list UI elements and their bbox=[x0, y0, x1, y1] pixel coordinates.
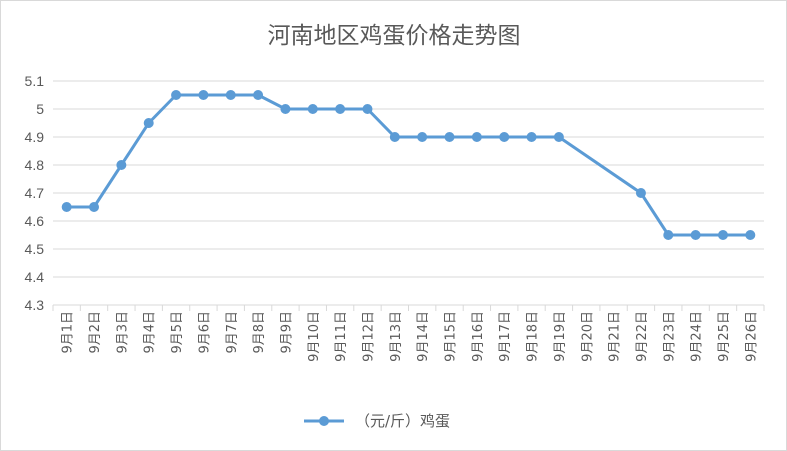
x-tick-label: 9月17日 bbox=[498, 311, 513, 362]
x-tick-label: 9月24日 bbox=[690, 311, 705, 362]
x-tick-label: 9月12日 bbox=[361, 311, 376, 362]
chart-title: 河南地区鸡蛋价格走势图 bbox=[268, 23, 521, 49]
x-tick-label: 9月9日 bbox=[279, 311, 294, 354]
data-point bbox=[417, 132, 428, 142]
data-point bbox=[526, 132, 537, 142]
x-tick-label: 9月20日 bbox=[580, 311, 595, 362]
data-point bbox=[635, 188, 646, 198]
x-tick-label: 9月6日 bbox=[197, 311, 212, 354]
data-point bbox=[225, 90, 236, 100]
data-point bbox=[444, 132, 455, 142]
data-point bbox=[198, 90, 209, 100]
y-tick-label: 4.5 bbox=[25, 241, 45, 257]
x-tick-label: 9月13日 bbox=[389, 311, 404, 362]
series-layer bbox=[61, 90, 756, 240]
data-point bbox=[499, 132, 510, 142]
x-tick-label: 9月23日 bbox=[662, 311, 677, 362]
data-point bbox=[89, 202, 100, 212]
gridlines bbox=[53, 80, 764, 306]
y-tick-label: 4.9 bbox=[25, 129, 45, 145]
x-tick-label: 9月5日 bbox=[170, 311, 185, 354]
data-point bbox=[61, 202, 72, 212]
x-tick-label: 9月21日 bbox=[608, 311, 623, 362]
x-tick-label: 9月25日 bbox=[717, 311, 732, 362]
data-point bbox=[280, 104, 291, 114]
x-tick-label: 9月19日 bbox=[553, 311, 568, 362]
x-tick-label: 9月8日 bbox=[252, 311, 267, 354]
x-tick-label: 9月16日 bbox=[471, 311, 486, 362]
data-point bbox=[253, 90, 264, 100]
y-tick-label: 4.4 bbox=[25, 269, 45, 285]
x-tick-label: 9月7日 bbox=[225, 311, 240, 354]
data-point bbox=[362, 104, 373, 114]
y-tick-label: 4.6 bbox=[25, 213, 45, 229]
data-point bbox=[335, 104, 346, 114]
legend-point-marker bbox=[319, 416, 329, 426]
y-tick-label: 4.3 bbox=[25, 297, 45, 313]
x-axis: 9月1日 9月2日 9月3日 9月4日 9月5日 9月6日 9月7日 9月8日 9月9日 9月10… bbox=[52, 305, 765, 362]
x-tick-label: 9月15日 bbox=[444, 311, 459, 362]
y-tick-label: 5 bbox=[36, 101, 44, 117]
series-line bbox=[66, 93, 751, 237]
x-tick-label: 9月22日 bbox=[635, 311, 650, 362]
data-point bbox=[471, 132, 482, 142]
x-tick-label: 9月2日 bbox=[88, 311, 103, 354]
data-point bbox=[690, 230, 701, 240]
x-tick-label: 9月3日 bbox=[115, 311, 130, 354]
y-tick-label: 5.1 bbox=[25, 73, 45, 89]
x-tick-label: 9月4日 bbox=[143, 311, 158, 354]
data-point bbox=[171, 90, 182, 100]
x-tick-label: 9月10日 bbox=[307, 311, 322, 362]
data-point bbox=[717, 230, 728, 240]
x-tick-label: 9月11日 bbox=[334, 311, 349, 362]
data-point bbox=[307, 104, 318, 114]
data-point bbox=[116, 160, 127, 170]
legend-label: （元/斤）鸡蛋 bbox=[355, 412, 450, 430]
x-tick-label: 9月1日 bbox=[61, 311, 76, 354]
data-point bbox=[745, 230, 756, 240]
x-tick-label: 9月18日 bbox=[526, 311, 541, 362]
data-point bbox=[553, 132, 564, 142]
y-tick-label: 4.7 bbox=[25, 185, 45, 201]
data-point bbox=[389, 132, 400, 142]
x-tick-label: 9月14日 bbox=[416, 311, 431, 362]
y-axis-ticks: 4.3 4.4 4.5 4.6 4.7 4.8 4.9 5 5.1 bbox=[25, 73, 45, 313]
data-point bbox=[143, 118, 154, 128]
data-point bbox=[663, 230, 674, 240]
y-tick-label: 4.8 bbox=[25, 157, 45, 173]
legend: （元/斤）鸡蛋 bbox=[304, 412, 450, 430]
x-tick-label: 9月26日 bbox=[744, 311, 759, 362]
